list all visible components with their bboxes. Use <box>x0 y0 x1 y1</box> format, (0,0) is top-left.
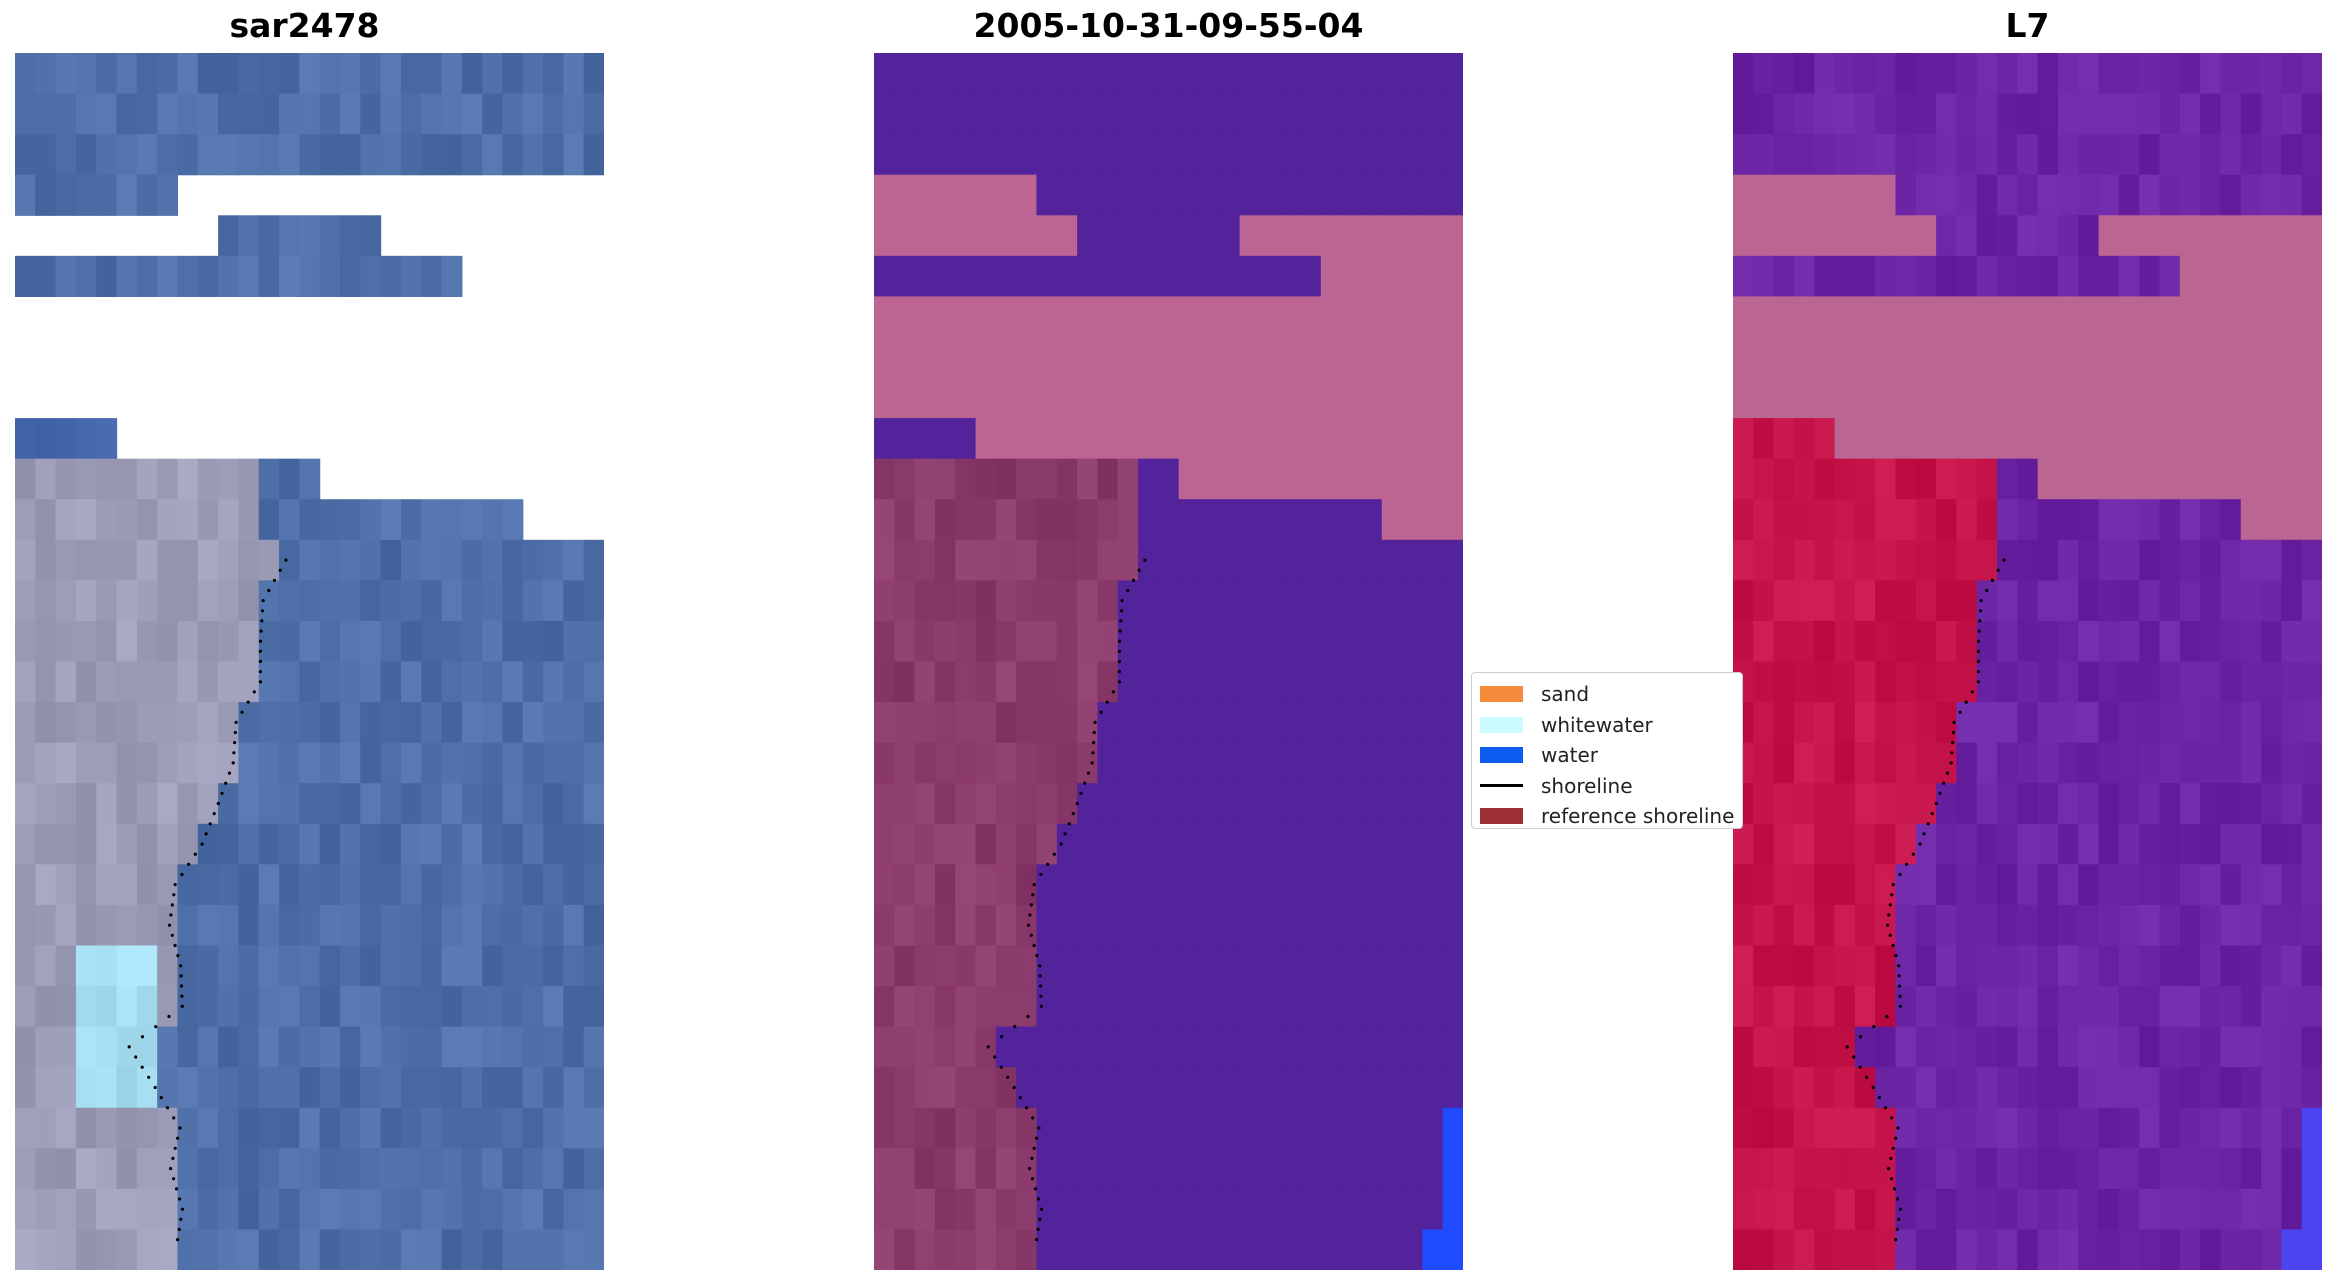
panel-title-2: 2005-10-31-09-55-04 <box>973 6 1364 45</box>
legend-item-shoreline: shoreline <box>1472 771 1742 802</box>
legend-item-sand: sand <box>1472 679 1742 710</box>
panel-title-3: L7 <box>2005 6 2050 45</box>
true-color-image <box>15 53 604 1270</box>
legend-label-shoreline: shoreline <box>1541 773 1633 798</box>
legend-item-whitewater: whitewater <box>1472 710 1742 741</box>
legend-label-reference-shoreline: reference shoreline <box>1541 804 1735 829</box>
false-color-image-panel <box>1733 53 2322 1270</box>
water-swatch <box>1480 747 1523 764</box>
reference-shoreline-swatch <box>1480 808 1523 825</box>
classified-image-panel <box>874 53 1463 1270</box>
shoreline-dots <box>986 558 1147 1242</box>
false-color-image <box>1733 53 2322 1270</box>
legend-label-water: water <box>1541 743 1598 768</box>
shoreline-dots <box>127 558 288 1242</box>
legend-label-sand: sand <box>1541 682 1590 707</box>
classified-image <box>874 53 1463 1270</box>
whitewater-swatch <box>1480 716 1523 733</box>
shoreline-line-icon <box>1480 784 1523 788</box>
panel-title-1: sar2478 <box>229 6 380 45</box>
legend: sand whitewater water shoreline referenc… <box>1471 672 1743 829</box>
sand-swatch <box>1480 686 1523 703</box>
true-color-image-panel <box>15 53 604 1270</box>
legend-item-water: water <box>1472 740 1742 771</box>
legend-item-reference-shoreline: reference shoreline <box>1472 801 1742 829</box>
legend-label-whitewater: whitewater <box>1541 712 1653 737</box>
shoreline-dots <box>1845 558 2006 1242</box>
